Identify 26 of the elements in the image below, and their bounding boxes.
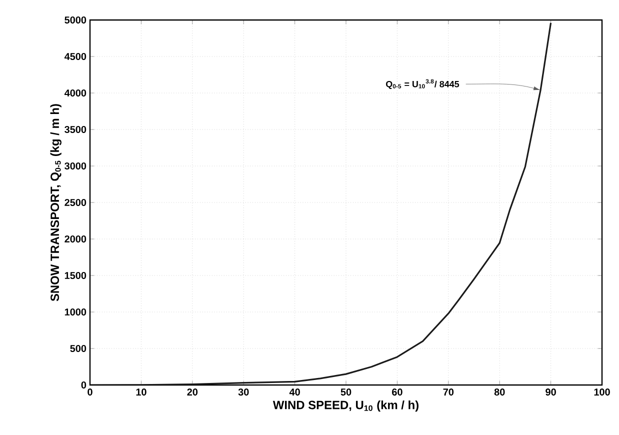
- y-tick-label: 3000: [64, 162, 86, 170]
- y-tick-label: 1500: [64, 272, 86, 280]
- x-tick-label: 30: [238, 388, 249, 396]
- y-tick-label: 500: [70, 344, 86, 352]
- x-tick-label: 50: [340, 388, 352, 396]
- annotation: Q$_{0-5}$ = U$_{10}$$^{3.8}$/ 8445: [386, 79, 460, 89]
- y-tick-label: 2500: [64, 198, 86, 206]
- y-tick-label: 0: [81, 381, 86, 389]
- y-tick-label: 5000: [64, 16, 86, 24]
- x-tick-label: 10: [136, 388, 146, 396]
- y-tick-label: 1000: [64, 308, 86, 316]
- y-tick-label: 4000: [64, 89, 86, 97]
- x-tick-label: 0: [88, 388, 92, 396]
- y-tick-label: 2000: [64, 235, 86, 243]
- y-axis-title: SNOW TRANSPORT, Q$_{0-5}$ (kg / m h): [50, 104, 62, 302]
- x-tick-label: 90: [546, 388, 556, 396]
- x-tick-label: 100: [594, 388, 610, 396]
- x-tick-label: 60: [392, 388, 402, 396]
- line-series: [90, 22, 552, 385]
- x-axis-title: WIND SPEED, U$_{10}$ (km / h): [272, 400, 418, 412]
- x-tick-label: 20: [187, 388, 198, 396]
- x-tick-label: 70: [443, 388, 454, 396]
- x-tick-label: 40: [289, 388, 300, 396]
- y-tick-label: 3500: [64, 126, 86, 134]
- x-tick-label: 80: [494, 388, 505, 396]
- y-tick-label: 4500: [64, 52, 86, 60]
